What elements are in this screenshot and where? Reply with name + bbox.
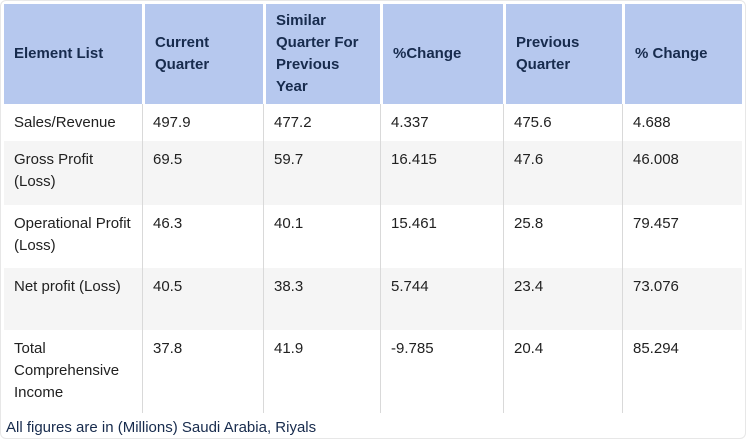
units-footnote: All figures are in (Millions) Saudi Arab…: [6, 419, 317, 436]
pct-change-qoq-cell: 4.688: [622, 104, 742, 141]
element-name-cell: Total Comprehensive Income: [4, 330, 142, 413]
previous-quarter-cell: 20.4: [503, 330, 622, 413]
column-header-pct-change-yoy: %Change: [380, 4, 503, 104]
table-row: Total Comprehensive Income 37.8 41.9 -9.…: [4, 330, 742, 413]
element-name-cell: Net profit (Loss): [4, 268, 142, 330]
pct-change-yoy-cell: 16.415: [380, 141, 503, 205]
current-quarter-cell: 46.3: [142, 205, 263, 268]
column-header-current-quarter: Current Quarter: [142, 4, 263, 104]
previous-quarter-cell: 47.6: [503, 141, 622, 205]
column-header-element-list: Element List: [4, 4, 142, 104]
pct-change-qoq-cell: 85.294: [622, 330, 742, 413]
table-row: Gross Profit (Loss) 69.5 59.7 16.415 47.…: [4, 141, 742, 205]
element-name-cell: Gross Profit (Loss): [4, 141, 142, 205]
similar-quarter-previous-year-cell: 38.3: [263, 268, 380, 330]
similar-quarter-previous-year-cell: 41.9: [263, 330, 380, 413]
table-row: Sales/Revenue 497.9 477.2 4.337 475.6 4.…: [4, 104, 742, 141]
table-header: Element List Current Quarter Similar Qua…: [4, 4, 742, 104]
pct-change-qoq-cell: 79.457: [622, 205, 742, 268]
previous-quarter-cell: 475.6: [503, 104, 622, 141]
similar-quarter-previous-year-cell: 59.7: [263, 141, 380, 205]
previous-quarter-cell: 25.8: [503, 205, 622, 268]
previous-quarter-cell: 23.4: [503, 268, 622, 330]
pct-change-yoy-cell: 15.461: [380, 205, 503, 268]
column-header-pct-change-qoq: % Change: [622, 4, 742, 104]
element-name-cell: Operational Profit (Loss): [4, 205, 142, 268]
pct-change-qoq-cell: 46.008: [622, 141, 742, 205]
current-quarter-cell: 497.9: [142, 104, 263, 141]
table-body: Sales/Revenue 497.9 477.2 4.337 475.6 4.…: [4, 104, 742, 413]
element-name-cell: Sales/Revenue: [4, 104, 142, 141]
pct-change-qoq-cell: 73.076: [622, 268, 742, 330]
table-row: Net profit (Loss) 40.5 38.3 5.744 23.4 7…: [4, 268, 742, 330]
column-header-previous-quarter: Previous Quarter: [503, 4, 622, 104]
pct-change-yoy-cell: 4.337: [380, 104, 503, 141]
pct-change-yoy-cell: -9.785: [380, 330, 503, 413]
financial-results-table: Element List Current Quarter Similar Qua…: [4, 4, 742, 413]
current-quarter-cell: 40.5: [142, 268, 263, 330]
current-quarter-cell: 69.5: [142, 141, 263, 205]
current-quarter-cell: 37.8: [142, 330, 263, 413]
similar-quarter-previous-year-cell: 40.1: [263, 205, 380, 268]
header-row: Element List Current Quarter Similar Qua…: [4, 4, 742, 104]
similar-quarter-previous-year-cell: 477.2: [263, 104, 380, 141]
column-header-similar-quarter-previous-year: Similar Quarter For Previous Year: [263, 4, 380, 104]
table-row: Operational Profit (Loss) 46.3 40.1 15.4…: [4, 205, 742, 268]
pct-change-yoy-cell: 5.744: [380, 268, 503, 330]
